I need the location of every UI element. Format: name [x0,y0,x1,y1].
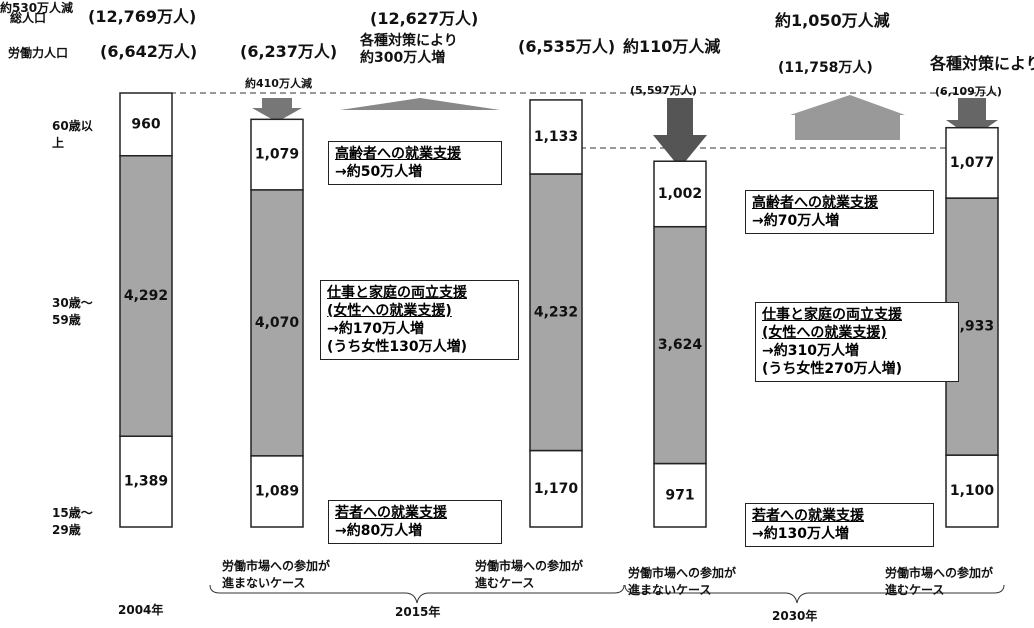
annotation: 総人口 [10,11,47,25]
value-label: 3,624 [658,337,703,353]
annotation: (12,769万人) [88,7,197,26]
callout-line: →約50万人増 [335,164,423,180]
callout: 若者への就業支援 →約80万人増 [328,500,502,544]
annotation: (6,237万人) [240,42,338,61]
value-label: 1,100 [950,483,995,499]
callout: 高齢者への就業支援 →約50万人増 [328,141,502,185]
callout-line: →約130万人増 [752,526,849,542]
callout: 高齢者への就業支援 →約70万人増 [745,190,934,234]
annotation: (12,627万人) [370,9,479,28]
callout-line: (女性への就業支援) [327,303,452,319]
bar-segment [250,455,304,528]
bar-segment [945,126,999,199]
callout-line: (うち女性130万人増) [327,339,468,355]
callout: 仕事と家庭の両立支援 (女性への就業支援) →約310万人増 (うち女性270万人増) [755,302,959,382]
value-label: 3,933 [950,319,994,335]
callout-line: →約310万人増 [762,343,859,359]
annotation: (5,597万人) [630,84,697,97]
callout-line: 仕事と家庭の両立支援 [327,285,467,301]
value-label: 960 [131,116,160,132]
callout-line: (うち女性270万人増) [762,361,903,377]
annotation: (6,109万人) [935,85,1002,98]
value-label: 971 [665,487,694,503]
category-label: 労働市場への参加が進むケース [475,559,584,590]
bar-segment [653,462,707,528]
value-label: 1,079 [255,147,299,163]
series-label: 30歳～59歳 [52,296,93,327]
value-label: 4,070 [255,315,300,331]
bar-segment [945,454,999,528]
callout-line: 高齢者への就業支援 [335,146,461,162]
callout-line: 仕事と家庭の両立支援 [762,307,902,323]
value-label: 1,133 [534,129,578,145]
value-label: 1,077 [950,155,994,171]
arrow-up-body [795,115,900,140]
annotation: 約410万人減 [245,77,312,90]
arrow-down [653,98,707,168]
annotation: (6,642万人) [100,42,198,61]
bar-segment [119,154,173,437]
bar-segment [529,99,583,175]
group-label: 2030年 [772,609,818,623]
callout-line: →約170万人増 [327,321,424,337]
value-label: 1,089 [255,483,299,499]
annotation: 各種対策により約300万人増 [360,33,458,66]
group-brace [209,584,625,604]
category-label: 労働市場への参加が進むケース [885,566,994,597]
callout: 仕事と家庭の両立支援 (女性への就業支援) →約170万人増 (うち女性130万人増) [320,280,519,360]
value-label: 4,232 [534,304,578,320]
callout-line: →約80万人増 [335,523,423,539]
category-label: 労働市場への参加が進まないケース [222,559,331,590]
annotation: (11,758万人) [778,60,873,76]
category-label: 労働市場への参加が進まないケース [628,566,737,597]
callout-line: (女性への就業支援) [762,325,887,341]
annotation: 各種対策により約510万人増 [930,54,1034,73]
callout-line: →約70万人増 [752,213,840,229]
annotation: 約1,050万人減 [775,11,890,30]
annotation: 労働力人口 [8,46,69,60]
series-label: 60歳以上 [52,119,93,150]
annotation: 約530万人減 [0,1,74,15]
value-label: 1,389 [124,474,168,490]
callout-line: 高齢者への就業支援 [752,195,878,211]
series-label: 15歳～29歳 [52,506,93,537]
bar-segment [119,92,173,157]
callout-line: 若者への就業支援 [335,505,447,521]
arrow-down [252,98,302,122]
bar-segment [653,160,707,228]
group-brace [624,584,1005,604]
bar-segment [529,449,583,528]
callout: 若者への就業支援 →約130万人増 [745,503,934,547]
bar-segment [653,225,707,465]
value-label: 4,292 [124,288,168,304]
group-label: 2015年 [395,605,441,619]
annotation: 約110万人減 [623,37,721,56]
value-label: 1,002 [658,186,702,202]
category-label: 2004年 [118,603,164,617]
bar-segment [250,118,304,191]
callout-line: 若者への就業支援 [752,508,864,524]
value-label: 1,170 [534,481,579,497]
arrow-up [340,98,500,110]
bar-segment [250,189,304,457]
bar-segment [529,173,583,452]
annotation: (6,535万人) [518,37,616,56]
